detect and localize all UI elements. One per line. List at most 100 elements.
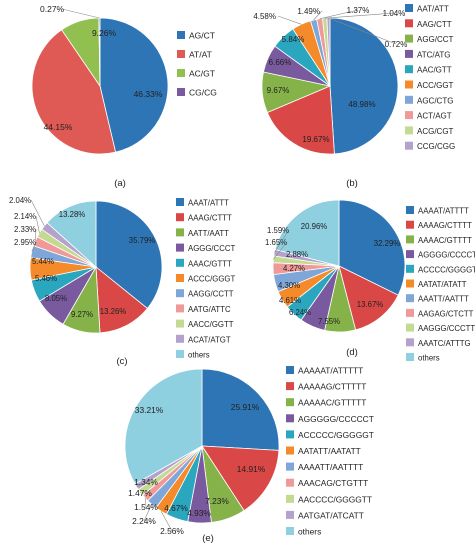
- data-label: 44.15%: [44, 122, 73, 132]
- legend-entry: AAG/CTT: [417, 20, 452, 29]
- leader-line: [324, 12, 395, 19]
- legend-swatch: [286, 366, 294, 374]
- legend-swatch: [176, 243, 184, 252]
- data-label: 1.47%: [128, 488, 152, 498]
- pie-slice: [99, 17, 169, 153]
- legend-entry: ATC/ATG: [417, 50, 450, 59]
- legend-entry: ACCCCC/GGGGGT: [298, 430, 374, 440]
- legend-entry: others: [298, 527, 321, 537]
- legend-swatch: [405, 141, 413, 150]
- pie-slice: [124, 368, 203, 485]
- legend-entry: AAATC/ATTTG: [418, 339, 471, 348]
- leader-line: [35, 215, 40, 234]
- panel-caption: (e): [202, 533, 214, 544]
- data-label: 6.24%: [289, 308, 311, 317]
- legend-swatch: [406, 308, 414, 317]
- legend-swatch: [405, 19, 413, 28]
- data-label: 5.44%: [32, 257, 54, 266]
- pie-slice: [338, 265, 399, 331]
- legend-entry: AGGGG/CCCCT: [418, 251, 475, 260]
- legend-swatch: [176, 334, 184, 343]
- data-label: 2.14%: [14, 212, 36, 221]
- legend-entry: ACC/GGT: [417, 81, 454, 90]
- legend-swatch: [176, 198, 184, 206]
- legend-swatch: [286, 462, 294, 471]
- leader-line: [313, 10, 323, 21]
- legend-entry: ACCCC/GGGGT: [418, 265, 475, 274]
- leader-line: [160, 511, 173, 532]
- legend-swatch: [177, 69, 185, 77]
- legend-swatch: [405, 126, 413, 135]
- data-label: 5.84%: [282, 35, 305, 44]
- leader-line: [30, 199, 45, 227]
- leader-line: [144, 497, 147, 508]
- leader-line: [34, 228, 37, 242]
- legend-swatch: [286, 398, 294, 407]
- legend-entry: AAATT/AATTT: [418, 295, 469, 304]
- legend-swatch: [406, 353, 414, 361]
- legend-swatch: [406, 338, 414, 347]
- leader-line: [136, 481, 147, 488]
- data-label: 1.59%: [267, 226, 289, 235]
- pie-slice: [201, 368, 280, 451]
- data-label: 1.04%: [383, 9, 406, 18]
- pie-slice: [329, 17, 399, 155]
- pie-slice: [95, 266, 148, 334]
- data-label: 48.98%: [348, 100, 375, 109]
- legend-swatch: [176, 350, 184, 358]
- legend-entry: AAAT/ATTT: [188, 199, 229, 208]
- legend-entry: AATT/AATT: [188, 229, 229, 238]
- leader-line: [139, 492, 141, 494]
- legend-swatch: [406, 250, 414, 259]
- legend-entry: AAAAAT/ATTTTT: [298, 366, 363, 376]
- legend-entry: AAAC/GTTT: [188, 259, 232, 268]
- data-label: 2.04%: [9, 196, 31, 205]
- legend-entry: AAAAG/CTTTT: [418, 221, 472, 230]
- legend-entry: others: [418, 354, 440, 363]
- panel-caption: (a): [114, 178, 126, 189]
- legend-entry: AAGG/CCTT: [188, 290, 234, 299]
- legend-entry: ACG/CGT: [417, 127, 454, 136]
- legend-entry: AAAAAC/GTTTTT: [298, 398, 366, 408]
- legend-entry: CCG/CGG: [417, 142, 455, 151]
- legend-swatch: [406, 279, 414, 288]
- pie-slice: [31, 29, 117, 155]
- data-label: 4.27%: [283, 264, 305, 273]
- legend-entry: AAAATT/AATTTT: [298, 462, 363, 472]
- legend-swatch: [176, 213, 184, 222]
- pie-slice: [274, 199, 340, 267]
- data-label: 32.29%: [374, 239, 401, 248]
- legend-entry: AGG/CCT: [417, 35, 454, 44]
- legend-entry: CG/CG: [189, 88, 217, 98]
- legend-swatch: [286, 414, 294, 423]
- legend-entry: AATATT/AATATT: [298, 446, 361, 456]
- data-label: 4.58%: [253, 12, 276, 21]
- legend-swatch: [176, 228, 184, 237]
- legend-entry: AATG/ATTC: [188, 305, 231, 314]
- data-label: 13.26%: [100, 307, 127, 316]
- leader-line: [273, 241, 288, 260]
- legend-entry: AAAG/CTTT: [188, 214, 232, 223]
- leader-line: [31, 241, 37, 252]
- data-label: 2.24%: [132, 516, 156, 526]
- legend-swatch: [286, 478, 294, 487]
- legend-entry: AACC/GGTT: [188, 320, 234, 329]
- legend-swatch: [405, 49, 413, 58]
- legend-entry: others: [188, 351, 210, 360]
- legend-swatch: [406, 220, 414, 229]
- legend-swatch: [177, 31, 185, 39]
- data-label: 46.33%: [134, 89, 163, 99]
- legend-swatch: [405, 111, 413, 120]
- legend-entry: AAAAC/GTTTT: [418, 236, 472, 245]
- legend-entry: AACCCC/GGGGTT: [298, 494, 372, 504]
- legend-entry: AAAAT/ATTTT: [418, 207, 469, 216]
- data-label: 9.26%: [92, 28, 117, 38]
- data-label: 8.05%: [45, 294, 67, 303]
- legend-entry: AATGAT/ATCATT: [298, 510, 364, 520]
- legend-entry: AGC/CTG: [417, 96, 453, 105]
- legend-swatch: [177, 50, 185, 58]
- data-label: 7.23%: [205, 496, 229, 506]
- legend-swatch: [405, 80, 413, 89]
- leader-line: [319, 9, 359, 20]
- data-label: 20.96%: [301, 222, 328, 231]
